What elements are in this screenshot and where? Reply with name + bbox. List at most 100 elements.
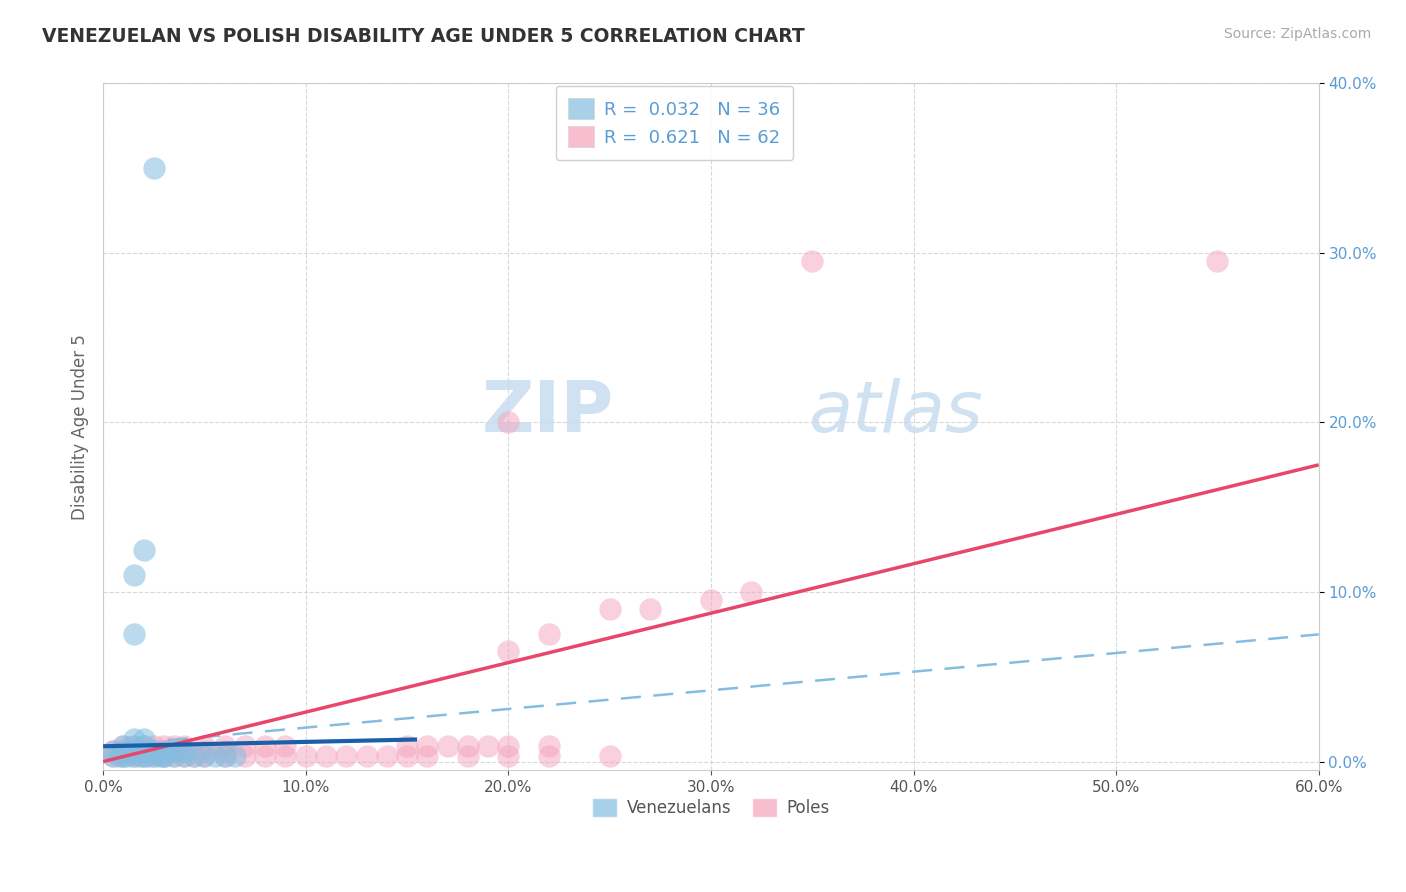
Point: [142, 161, 165, 176]
Point: [233, 749, 256, 764]
Point: [122, 732, 145, 747]
Point: [103, 744, 125, 758]
Point: [132, 732, 155, 747]
Point: [112, 744, 135, 758]
Point: [132, 744, 155, 758]
Point: [142, 739, 165, 754]
Point: [103, 744, 125, 758]
Point: [163, 749, 186, 764]
Point: [356, 749, 378, 764]
Point: [183, 749, 205, 764]
Text: atlas: atlas: [808, 378, 983, 448]
Point: [112, 744, 135, 758]
Point: [274, 749, 297, 764]
Point: [740, 585, 762, 599]
Point: [112, 739, 135, 754]
Point: [498, 644, 520, 658]
Legend: Venezuelans, Poles: Venezuelans, Poles: [585, 791, 837, 823]
Point: [132, 744, 155, 758]
Point: [173, 749, 195, 764]
Point: [163, 739, 186, 754]
Point: [214, 749, 236, 764]
Point: [122, 749, 145, 764]
Point: [395, 739, 418, 754]
Text: ZIP: ZIP: [481, 378, 613, 448]
Point: [498, 739, 520, 754]
Point: [132, 739, 155, 754]
Point: [163, 744, 186, 758]
Point: [537, 749, 560, 764]
Point: [128, 749, 150, 764]
Point: [193, 739, 215, 754]
Point: [599, 749, 621, 764]
Point: [153, 749, 176, 764]
Point: [112, 749, 135, 764]
Point: [112, 749, 135, 764]
Point: [335, 749, 357, 764]
Point: [122, 739, 145, 754]
Point: [173, 739, 195, 754]
Point: [173, 744, 195, 758]
Point: [801, 254, 824, 268]
Point: [395, 749, 418, 764]
Point: [117, 749, 139, 764]
Text: VENEZUELAN VS POLISH DISABILITY AGE UNDER 5 CORRELATION CHART: VENEZUELAN VS POLISH DISABILITY AGE UNDE…: [42, 27, 804, 45]
Point: [254, 749, 277, 764]
Point: [122, 744, 145, 758]
Point: [173, 749, 195, 764]
Point: [153, 749, 176, 764]
Point: [142, 749, 165, 764]
Point: [1206, 254, 1229, 268]
Y-axis label: Disability Age Under 5: Disability Age Under 5: [72, 334, 89, 520]
Point: [132, 749, 155, 764]
Point: [173, 744, 195, 758]
Point: [132, 739, 155, 754]
Point: [136, 749, 159, 764]
Point: [436, 739, 458, 754]
Point: [315, 749, 337, 764]
Point: [700, 593, 723, 607]
Point: [416, 739, 439, 754]
Text: Source: ZipAtlas.com: Source: ZipAtlas.com: [1223, 27, 1371, 41]
Point: [103, 749, 125, 764]
Point: [638, 602, 661, 616]
Point: [153, 744, 176, 758]
Point: [457, 739, 479, 754]
Point: [214, 749, 236, 764]
Point: [193, 749, 215, 764]
Point: [149, 749, 172, 764]
Point: [163, 749, 186, 764]
Point: [416, 749, 439, 764]
Point: [233, 739, 256, 754]
Point: [193, 749, 215, 764]
Point: [214, 739, 236, 754]
Point: [122, 568, 145, 582]
Point: [537, 739, 560, 754]
Point: [224, 749, 246, 764]
Point: [477, 739, 499, 754]
Point: [274, 739, 297, 754]
Point: [537, 627, 560, 641]
Point: [108, 749, 131, 764]
Point: [142, 744, 165, 758]
Point: [122, 627, 145, 641]
Point: [122, 744, 145, 758]
Point: [204, 749, 226, 764]
Point: [214, 744, 236, 758]
Point: [142, 749, 165, 764]
Point: [498, 749, 520, 764]
Point: [498, 416, 520, 430]
Point: [112, 739, 135, 754]
Point: [132, 749, 155, 764]
Point: [153, 739, 176, 754]
Point: [122, 739, 145, 754]
Point: [122, 749, 145, 764]
Point: [153, 749, 176, 764]
Point: [254, 739, 277, 754]
Point: [599, 602, 621, 616]
Point: [193, 744, 215, 758]
Point: [294, 749, 316, 764]
Point: [457, 749, 479, 764]
Point: [132, 542, 155, 557]
Point: [153, 744, 176, 758]
